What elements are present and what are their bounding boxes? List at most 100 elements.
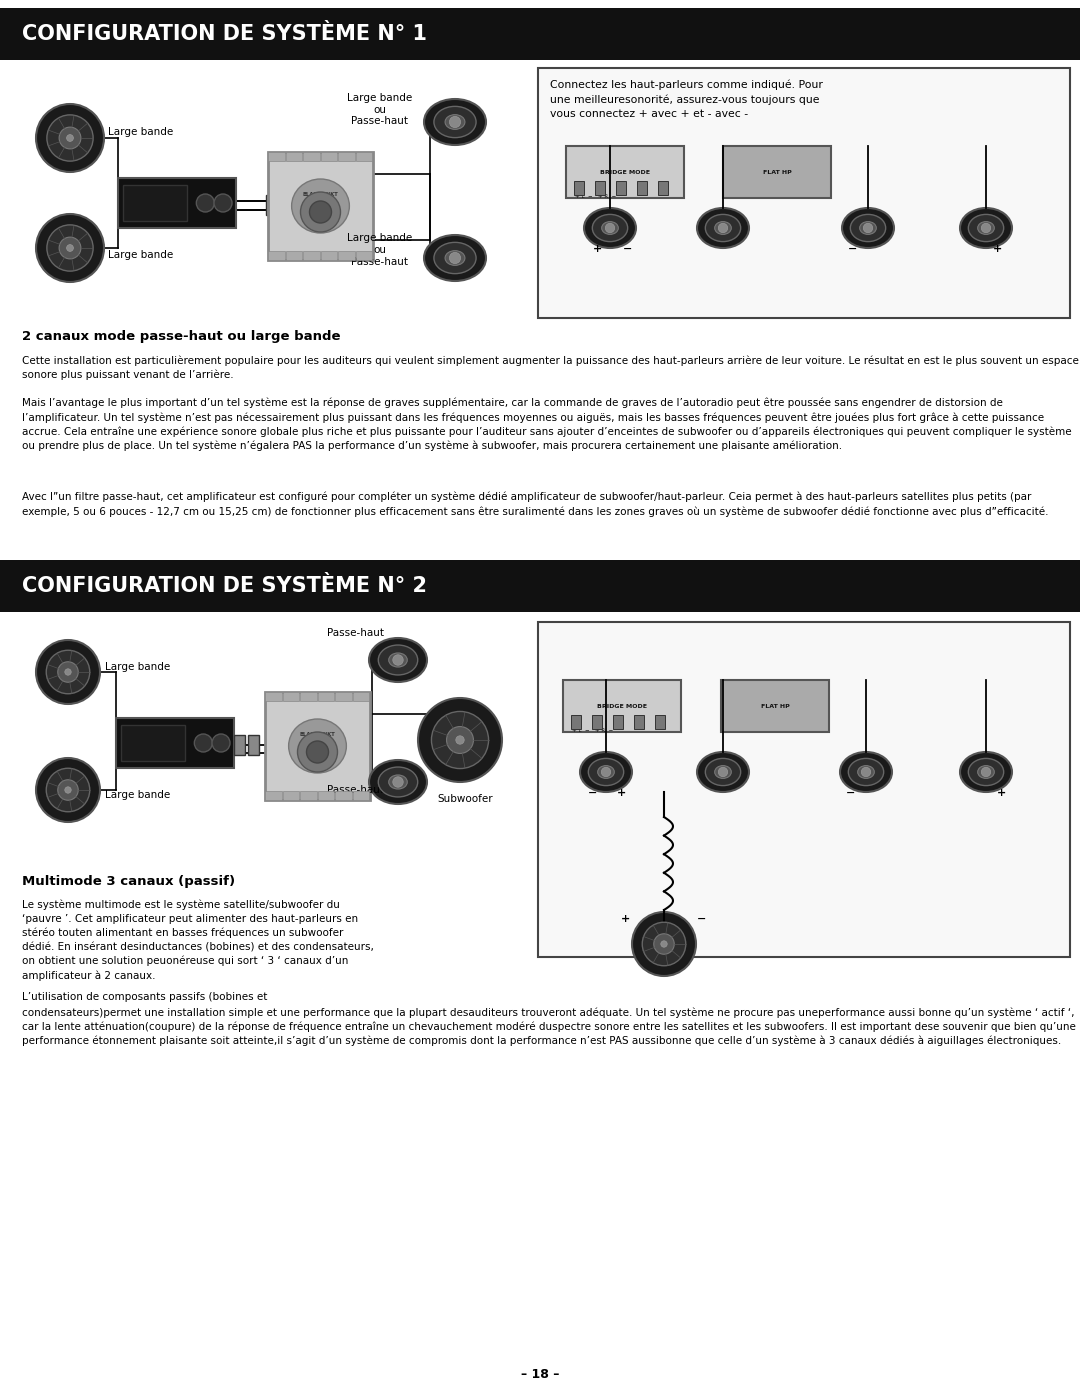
- Ellipse shape: [969, 759, 1003, 785]
- Ellipse shape: [389, 652, 407, 666]
- Circle shape: [46, 115, 93, 161]
- Bar: [595, 182, 605, 196]
- Ellipse shape: [858, 766, 875, 778]
- Text: Multimode 3 canaux (passif): Multimode 3 canaux (passif): [22, 875, 235, 888]
- Bar: [321, 251, 337, 260]
- Bar: [303, 152, 320, 161]
- Circle shape: [65, 787, 71, 793]
- Bar: [0, 560, 1080, 612]
- Circle shape: [863, 224, 873, 233]
- Bar: [355, 152, 372, 161]
- Circle shape: [718, 224, 728, 233]
- Text: FLAT HP: FLAT HP: [760, 704, 789, 708]
- Text: CONFIGURATION DE SYSTÈME N° 1: CONFIGURATION DE SYSTÈME N° 1: [22, 24, 427, 43]
- Circle shape: [310, 201, 332, 224]
- Circle shape: [194, 733, 213, 752]
- Bar: [268, 152, 284, 161]
- Ellipse shape: [424, 235, 486, 281]
- Circle shape: [67, 244, 73, 251]
- Text: +: +: [617, 788, 625, 798]
- Bar: [268, 251, 284, 260]
- Bar: [318, 692, 334, 701]
- Circle shape: [393, 655, 403, 665]
- Ellipse shape: [424, 99, 486, 145]
- Bar: [268, 152, 373, 260]
- Ellipse shape: [378, 645, 418, 675]
- Text: Passe-haut: Passe-haut: [326, 629, 383, 638]
- Circle shape: [431, 711, 488, 768]
- Text: – 18 –: – 18 –: [521, 1369, 559, 1382]
- Circle shape: [632, 912, 696, 977]
- Bar: [0, 8, 1080, 60]
- Text: +: +: [997, 788, 1005, 798]
- Ellipse shape: [369, 638, 427, 682]
- Ellipse shape: [715, 766, 731, 778]
- Ellipse shape: [850, 214, 886, 242]
- Circle shape: [46, 650, 90, 694]
- Ellipse shape: [842, 208, 894, 249]
- Bar: [355, 251, 372, 260]
- Ellipse shape: [597, 766, 615, 778]
- Circle shape: [449, 253, 460, 264]
- Bar: [654, 715, 665, 729]
- Ellipse shape: [584, 208, 636, 249]
- Ellipse shape: [434, 242, 476, 274]
- Circle shape: [653, 933, 674, 954]
- Circle shape: [57, 780, 78, 800]
- Circle shape: [418, 698, 502, 782]
- Bar: [265, 692, 282, 701]
- Bar: [118, 177, 237, 228]
- Bar: [613, 715, 623, 729]
- Bar: [283, 692, 299, 701]
- Text: BRIDGE MODE: BRIDGE MODE: [600, 169, 650, 175]
- Circle shape: [605, 224, 615, 233]
- Bar: [294, 745, 300, 754]
- Text: Passe-haut: Passe-haut: [326, 785, 383, 795]
- Circle shape: [36, 214, 104, 282]
- Ellipse shape: [369, 760, 427, 805]
- Circle shape: [36, 640, 100, 704]
- Text: + L  −   + R  −: + L − + R −: [576, 194, 617, 198]
- Ellipse shape: [860, 222, 876, 235]
- Text: Connectez les haut-parleurs comme indiqué. Pour
une meilleuresonorité, assurez-v: Connectez les haut-parleurs comme indiqu…: [550, 80, 823, 119]
- Bar: [248, 735, 259, 754]
- Bar: [538, 622, 1070, 957]
- Bar: [658, 182, 669, 196]
- Bar: [123, 184, 187, 221]
- Ellipse shape: [715, 222, 731, 235]
- Text: BLAUPUNKT: BLAUPUNKT: [299, 732, 336, 736]
- Bar: [335, 791, 351, 800]
- Ellipse shape: [960, 752, 1012, 792]
- Circle shape: [65, 669, 71, 675]
- Text: BRIDGE MODE: BRIDGE MODE: [597, 704, 647, 708]
- Circle shape: [57, 662, 78, 682]
- Ellipse shape: [378, 767, 418, 796]
- Bar: [300, 791, 316, 800]
- Bar: [338, 152, 354, 161]
- Bar: [283, 791, 299, 800]
- Text: Large bande: Large bande: [108, 250, 173, 260]
- Bar: [721, 680, 829, 732]
- Text: Mais l’avantage le plus important d’un tel système est la réponse de graves supp: Mais l’avantage le plus important d’un t…: [22, 398, 1071, 451]
- Text: +: +: [621, 914, 631, 923]
- Circle shape: [602, 767, 610, 777]
- Ellipse shape: [969, 214, 1003, 242]
- Circle shape: [449, 116, 460, 127]
- Text: FLAT HP: FLAT HP: [762, 169, 792, 175]
- Ellipse shape: [445, 115, 464, 130]
- Circle shape: [307, 740, 328, 763]
- Bar: [637, 182, 647, 196]
- Ellipse shape: [288, 719, 347, 773]
- Text: Large bande: Large bande: [105, 789, 171, 800]
- Text: Avec l”un filtre passe-haut, cet amplificateur est configuré pour compléter un s: Avec l”un filtre passe-haut, cet amplifi…: [22, 492, 1049, 517]
- Circle shape: [982, 224, 990, 233]
- Bar: [265, 692, 370, 800]
- Ellipse shape: [840, 752, 892, 792]
- Circle shape: [46, 225, 93, 271]
- Bar: [335, 692, 351, 701]
- Circle shape: [36, 759, 100, 821]
- Ellipse shape: [292, 179, 349, 233]
- Text: Large bande
ou
Passe-haut: Large bande ou Passe-haut: [348, 233, 413, 267]
- Circle shape: [643, 922, 686, 965]
- Ellipse shape: [445, 250, 464, 265]
